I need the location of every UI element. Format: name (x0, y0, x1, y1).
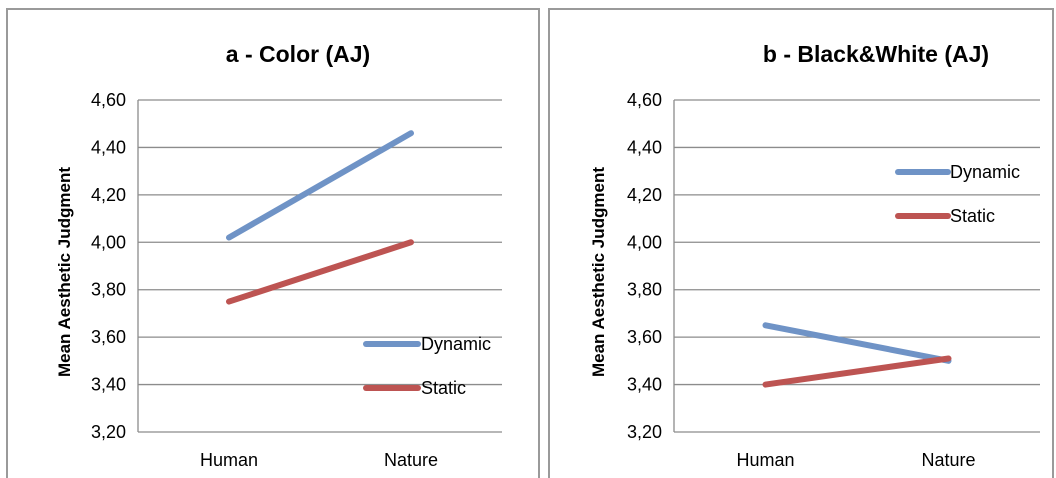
y-tick-label: 3,80 (91, 280, 126, 300)
y-tick-label: 4,40 (91, 137, 126, 157)
y-tick-label: 4,60 (91, 90, 126, 110)
chart-a-svg: a - Color (AJ) Mean Aesthetic Judgment 3… (55, 41, 502, 470)
legend-label-static: Static (421, 378, 466, 398)
y-tick-label: 4,20 (91, 185, 126, 205)
y-tick-label: 3,80 (627, 280, 662, 300)
chart-b-ylabel: Mean Aesthetic Judgment (589, 167, 608, 377)
x-tick-label: Nature (384, 450, 438, 470)
y-tick-label: 3,20 (627, 422, 662, 442)
y-tick-label: 3,60 (91, 327, 126, 347)
legend-label-dynamic: Dynamic (421, 334, 491, 354)
chart-a-ylabel: Mean Aesthetic Judgment (55, 167, 74, 377)
y-tick-label: 4,00 (91, 232, 126, 252)
y-tick-label: 3,40 (91, 375, 126, 395)
series-line-static (226, 239, 414, 305)
legend-label-static: Static (950, 206, 995, 226)
y-tick-label: 4,20 (627, 185, 662, 205)
x-tick-label: Human (736, 450, 794, 470)
chart-panel-a: a - Color (AJ) Mean Aesthetic Judgment 3… (6, 8, 540, 478)
x-tick-label: Human (200, 450, 258, 470)
y-tick-label: 3,20 (91, 422, 126, 442)
series-line-dynamic (226, 130, 414, 241)
x-tick-label: Nature (921, 450, 975, 470)
y-tick-label: 4,40 (627, 137, 662, 157)
y-tick-label: 4,60 (627, 90, 662, 110)
legend-label-dynamic: Dynamic (950, 162, 1020, 182)
chart-a-title: a - Color (AJ) (226, 41, 370, 67)
y-tick-label: 3,40 (627, 375, 662, 395)
series-line-static (762, 355, 952, 388)
series-line-dynamic (762, 322, 952, 364)
chart-b-svg: b - Black&White (AJ) Mean Aesthetic Judg… (589, 41, 1040, 470)
chart-panel-b: b - Black&White (AJ) Mean Aesthetic Judg… (548, 8, 1054, 478)
y-tick-label: 4,00 (627, 232, 662, 252)
y-tick-label: 3,60 (627, 327, 662, 347)
chart-b-title: b - Black&White (AJ) (763, 41, 989, 67)
